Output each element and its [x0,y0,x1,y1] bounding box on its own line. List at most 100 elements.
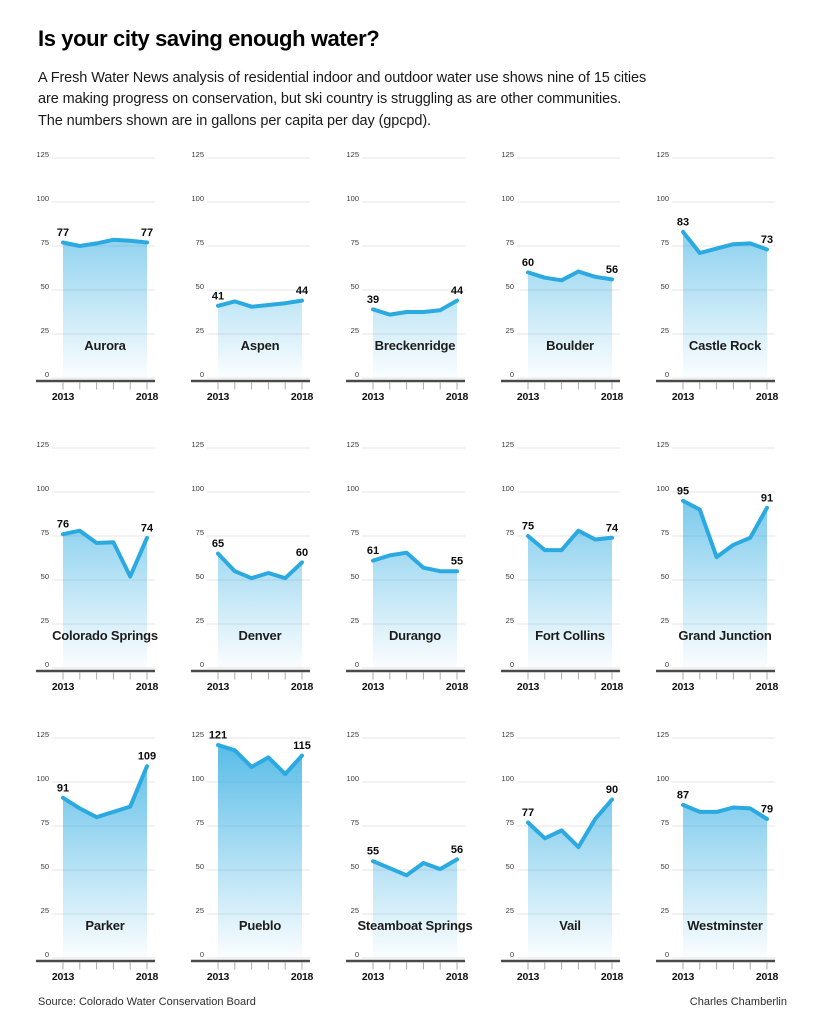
y-axis-tick-label: 125 [191,150,204,159]
x-axis-end-year: 2018 [446,971,469,983]
start-value-label: 75 [522,521,534,533]
trend-line [216,551,304,581]
end-value-label: 73 [761,234,773,246]
y-axis-tick-label: 125 [191,730,204,739]
x-axis-end-year: 2018 [601,681,624,693]
x-axis-start-year: 2013 [672,681,695,693]
end-value-label: 74 [141,523,154,535]
end-value-label: 79 [761,804,773,816]
trend-line [526,269,614,283]
chart-denver: 0 25 50 75 100 125 65 60 Denver 2013 2018 [191,438,346,696]
trend-line [681,499,769,560]
y-axis-tick-label: 25 [41,616,49,625]
y-axis-tick-label: 125 [346,730,359,739]
city-name-label: Pueblo [239,918,281,933]
end-value-label: 109 [138,751,156,763]
y-axis-tick-label: 75 [351,818,359,827]
city-name-label: Grand Junction [678,628,772,643]
x-axis-start-year: 2013 [207,391,230,403]
y-axis-tick-label: 25 [351,616,359,625]
x-axis-start-year: 2013 [362,391,385,403]
area-fill [218,300,302,379]
x-axis-end-year: 2018 [756,391,779,403]
y-axis-tick-label: 50 [661,572,669,581]
y-axis-tick-label: 100 [191,774,204,783]
chart-canvas-vail: 0 25 50 75 100 125 77 90 Vail 2013 2018 [501,730,624,983]
chart-canvas-denver: 0 25 50 75 100 125 65 60 Denver 2013 2018 [191,440,314,693]
y-axis-tick-label: 0 [45,660,49,669]
y-axis-tick-label: 125 [656,150,669,159]
x-axis-start-year: 2013 [672,971,695,983]
y-axis-tick-label: 75 [196,238,204,247]
x-axis-start-year: 2013 [52,391,75,403]
city-name-label: Aspen [241,338,280,353]
chart-pueblo: 0 25 50 75 100 125 121 115 Pueblo 2013 2018 [191,728,346,986]
chart-vail: 0 25 50 75 100 125 77 90 Vail 2013 2018 [501,728,656,986]
charts-grid: 0 25 50 75 100 125 77 77 Aurora 2013 2018 0 25 50 75 10… [36,148,787,986]
start-value-label: 87 [677,790,689,802]
y-axis-tick-label: 50 [41,572,49,581]
end-value-label: 90 [606,784,618,796]
y-axis-tick-label: 100 [346,194,359,203]
x-axis-end-year: 2018 [601,971,624,983]
y-axis-tick-label: 25 [351,326,359,335]
chart-canvas-fort-collins: 0 25 50 75 100 125 75 74 Fort Collins 2013 2018 [501,440,624,693]
chart-grand-junction: 0 25 50 75 100 125 95 91 Grand Junction 2013 2018 [656,438,811,696]
y-axis-tick-label: 25 [196,906,204,915]
chart-canvas-boulder: 0 25 50 75 100 125 60 56 Boulder 2013 2018 [501,150,624,403]
y-axis-tick-label: 125 [36,730,49,739]
page-title: Is your city saving enough water? [38,26,380,51]
chart-canvas-colorado-springs: 0 25 50 75 100 125 76 74 Colorado Springs 2013 201… [36,440,159,693]
x-axis-end-year: 2018 [291,971,314,983]
x-axis-start-year: 2013 [362,971,385,983]
y-axis-tick-label: 50 [41,862,49,871]
trend-line [681,230,769,256]
chart-parker: 0 25 50 75 100 125 91 109 Parker 2013 2018 [36,728,191,986]
city-name-label: Colorado Springs [52,628,158,643]
trend-line [61,529,149,579]
chart-canvas-westminster: 0 25 50 75 100 125 87 79 Westminster 2013 2018 [656,730,779,983]
area-fill [218,553,302,669]
start-value-label: 77 [57,227,69,239]
y-axis-tick-label: 0 [510,660,514,669]
y-axis-tick-label: 100 [191,194,204,203]
chart-canvas-castle-rock: 0 25 50 75 100 125 83 73 Castle Rock 2013 2018 [656,150,779,403]
area-fill [528,799,612,959]
y-axis-tick-label: 0 [355,660,359,669]
area-fill [528,271,612,379]
y-axis-tick-label: 25 [351,906,359,915]
chart-fort-collins: 0 25 50 75 100 125 75 74 Fort Collins 2013 2018 [501,438,656,696]
city-name-label: Vail [559,918,581,933]
y-axis-tick-label: 100 [656,194,669,203]
end-value-label: 74 [606,523,619,535]
x-axis-end-year: 2018 [136,681,159,693]
y-axis-tick-label: 0 [355,370,359,379]
x-axis-end-year: 2018 [291,681,314,693]
y-axis-tick-label: 50 [351,572,359,581]
chart-steamboat-springs: 0 25 50 75 100 125 55 56 Steamboat Springs 2013 20… [346,728,501,986]
trend-line [681,803,769,822]
chart-westminster: 0 25 50 75 100 125 87 79 Westminster 2013 2018 [656,728,811,986]
area-fill [63,531,147,669]
y-axis-tick-label: 0 [45,950,49,959]
y-axis-tick-label: 100 [501,484,514,493]
x-axis-end-year: 2018 [446,391,469,403]
area-fill [373,859,457,959]
x-axis-end-year: 2018 [756,681,779,693]
y-axis-tick-label: 50 [351,282,359,291]
start-value-label: 39 [367,294,379,306]
end-value-label: 115 [293,740,311,752]
city-name-label: Aurora [84,338,126,353]
y-axis-tick-label: 125 [36,150,49,159]
area-fill [528,531,612,669]
x-axis-start-year: 2013 [517,391,540,403]
footer: Source: Colorado Water Conservation Boar… [38,996,787,1008]
end-value-label: 44 [296,285,309,297]
start-value-label: 77 [522,807,534,819]
x-axis-end-year: 2018 [136,971,159,983]
y-axis-tick-label: 50 [41,282,49,291]
chart-durango: 0 25 50 75 100 125 61 55 Durango 2013 2018 [346,438,501,696]
start-value-label: 55 [367,846,379,858]
y-axis-tick-label: 0 [665,660,669,669]
chart-castle-rock: 0 25 50 75 100 125 83 73 Castle Rock 2013 2018 [656,148,811,406]
